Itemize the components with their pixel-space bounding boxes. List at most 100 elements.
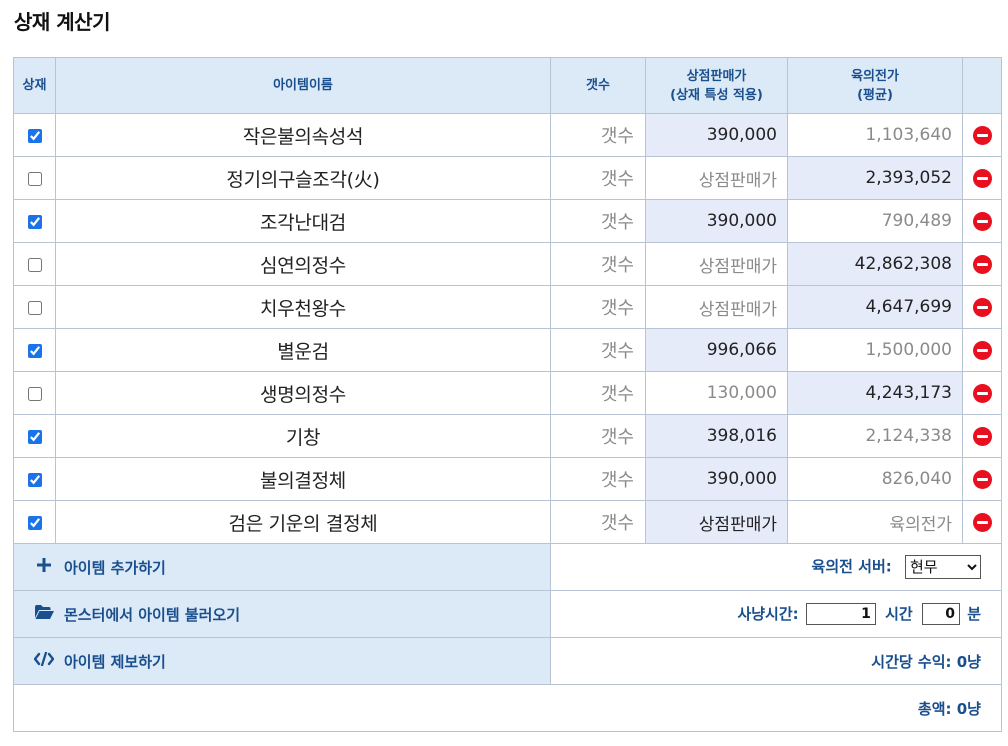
avg-price-input[interactable]: 1,103,640: [787, 113, 963, 157]
remove-icon[interactable]: [972, 470, 992, 489]
count-input[interactable]: 갯수: [550, 242, 646, 286]
avg-price-input[interactable]: 4,243,173: [787, 371, 963, 415]
header-shop-price: 상점판매가 (상재 특성 적용): [645, 57, 788, 114]
shop-price-input[interactable]: 390,000: [645, 457, 788, 501]
count-input[interactable]: 갯수: [550, 199, 646, 243]
sangjae-checkbox[interactable]: [27, 473, 42, 487]
delete-cell: [962, 156, 1002, 200]
header-check: 상재: [13, 57, 56, 114]
header-count: 갯수: [550, 57, 646, 114]
avg-price-input[interactable]: 790,489: [787, 199, 963, 243]
item-name[interactable]: 기창: [55, 414, 551, 458]
shop-price-input[interactable]: 상점판매가: [645, 500, 788, 544]
remove-icon[interactable]: [972, 298, 992, 317]
table-row: 치우천왕수 갯수 상점판매가 4,647,699: [13, 285, 1002, 329]
shop-price-input[interactable]: 130,000: [645, 371, 788, 415]
total-row: 총액: 0냥: [13, 684, 1002, 732]
check-cell: [13, 328, 56, 372]
check-cell: [13, 457, 56, 501]
delete-cell: [962, 457, 1002, 501]
sangjae-checkbox[interactable]: [27, 430, 42, 444]
plus-icon: [34, 558, 54, 576]
item-name[interactable]: 심연의정수: [55, 242, 551, 286]
remove-icon[interactable]: [972, 169, 992, 188]
remove-icon[interactable]: [972, 341, 992, 360]
remove-icon[interactable]: [972, 384, 992, 403]
avg-price-input[interactable]: 826,040: [787, 457, 963, 501]
add-item-button[interactable]: 아이템 추가하기: [13, 543, 551, 591]
header-item-name: 아이템이름: [55, 57, 551, 114]
count-input[interactable]: 갯수: [550, 500, 646, 544]
count-input[interactable]: 갯수: [550, 156, 646, 200]
table-row: 심연의정수 갯수 상점판매가 42,862,308: [13, 242, 1002, 286]
report-item-button[interactable]: 아이템 제보하기: [13, 637, 551, 685]
sangjae-checkbox[interactable]: [27, 258, 42, 272]
item-name[interactable]: 검은 기운의 결정체: [55, 500, 551, 544]
load-from-monster-button[interactable]: 몬스터에서 아이템 불러오기: [13, 590, 551, 638]
table-row: 작은불의속성석 갯수 390,000 1,103,640: [13, 113, 1002, 157]
count-input[interactable]: 갯수: [550, 414, 646, 458]
total-label: 총액:: [917, 699, 952, 718]
delete-cell: [962, 242, 1002, 286]
shop-price-input[interactable]: 상점판매가: [645, 156, 788, 200]
count-input[interactable]: 갯수: [550, 328, 646, 372]
hunt-minutes-input[interactable]: [921, 603, 960, 626]
sangjae-checkbox[interactable]: [27, 129, 42, 143]
hunt-time-label: 사냥시간:: [737, 604, 799, 623]
item-name[interactable]: 작은불의속성석: [55, 113, 551, 157]
avg-price-input[interactable]: 육의전가: [787, 500, 963, 544]
delete-cell: [962, 500, 1002, 544]
check-cell: [13, 285, 56, 329]
header-avg-price: 육의전가 (평균): [787, 57, 963, 114]
item-name[interactable]: 정기의구슬조각(火): [55, 156, 551, 200]
count-input[interactable]: 갯수: [550, 285, 646, 329]
item-name[interactable]: 조각난대검: [55, 199, 551, 243]
table-row: 별운검 갯수 996,066 1,500,000: [13, 328, 1002, 372]
shop-price-input[interactable]: 390,000: [645, 199, 788, 243]
remove-icon[interactable]: [972, 427, 992, 446]
add-item-row: 아이템 추가하기 육의전 서버: 현무: [13, 543, 1002, 591]
shop-price-input[interactable]: 390,000: [645, 113, 788, 157]
shop-price-input[interactable]: 상점판매가: [645, 242, 788, 286]
shop-price-input[interactable]: 996,066: [645, 328, 788, 372]
sangjae-checkbox[interactable]: [27, 387, 42, 401]
header-delete: [962, 57, 1002, 114]
delete-cell: [962, 285, 1002, 329]
remove-icon[interactable]: [972, 126, 992, 145]
remove-icon[interactable]: [972, 255, 992, 274]
item-name[interactable]: 별운검: [55, 328, 551, 372]
avg-price-input[interactable]: 1,500,000: [787, 328, 963, 372]
avg-price-input[interactable]: 2,124,338: [787, 414, 963, 458]
item-name[interactable]: 치우천왕수: [55, 285, 551, 329]
load-monster-row: 몬스터에서 아이템 불러오기 사냥시간: 시간 분: [13, 590, 1002, 638]
delete-cell: [962, 199, 1002, 243]
item-list: 작은불의속성석 갯수 390,000 1,103,640 정기의구슬조각(火) 갯수 상점판…: [13, 113, 1002, 544]
code-icon: [33, 651, 55, 670]
sangjae-checkbox[interactable]: [27, 344, 42, 358]
sangjae-checkbox[interactable]: [27, 172, 42, 186]
count-input[interactable]: 갯수: [550, 113, 646, 157]
count-input[interactable]: 갯수: [550, 371, 646, 415]
shop-price-input[interactable]: 398,016: [645, 414, 788, 458]
remove-icon[interactable]: [972, 212, 992, 231]
avg-price-input[interactable]: 2,393,052: [787, 156, 963, 200]
hunt-hours-input[interactable]: [805, 603, 876, 626]
sangjae-checkbox[interactable]: [27, 215, 42, 229]
minutes-unit: 분: [967, 604, 981, 623]
item-name[interactable]: 생명의정수: [55, 371, 551, 415]
table-row: 생명의정수 갯수 130,000 4,243,173: [13, 371, 1002, 415]
delete-cell: [962, 371, 1002, 415]
avg-price-input[interactable]: 4,647,699: [787, 285, 963, 329]
avg-price-input[interactable]: 42,862,308: [787, 242, 963, 286]
check-cell: [13, 199, 56, 243]
shop-price-input[interactable]: 상점판매가: [645, 285, 788, 329]
header-avg-price-line2: (평균): [857, 87, 893, 103]
count-input[interactable]: 갯수: [550, 457, 646, 501]
remove-icon[interactable]: [972, 513, 992, 532]
server-select[interactable]: 현무: [905, 555, 981, 579]
item-name[interactable]: 불의결정체: [55, 457, 551, 501]
sangjae-checkbox[interactable]: [27, 301, 42, 315]
header-shop-price-line2: (상재 특성 적용): [670, 87, 763, 103]
header-avg-price-line1: 육의전가: [851, 68, 899, 84]
sangjae-checkbox[interactable]: [27, 516, 42, 530]
